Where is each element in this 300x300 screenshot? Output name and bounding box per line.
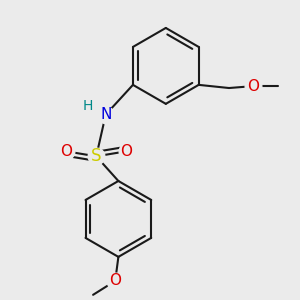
Text: O: O xyxy=(247,79,259,94)
Text: O: O xyxy=(121,144,133,159)
Text: H: H xyxy=(83,99,93,113)
Text: S: S xyxy=(91,147,101,165)
Text: O: O xyxy=(109,273,121,288)
Text: N: N xyxy=(100,107,111,122)
Text: O: O xyxy=(60,144,72,159)
